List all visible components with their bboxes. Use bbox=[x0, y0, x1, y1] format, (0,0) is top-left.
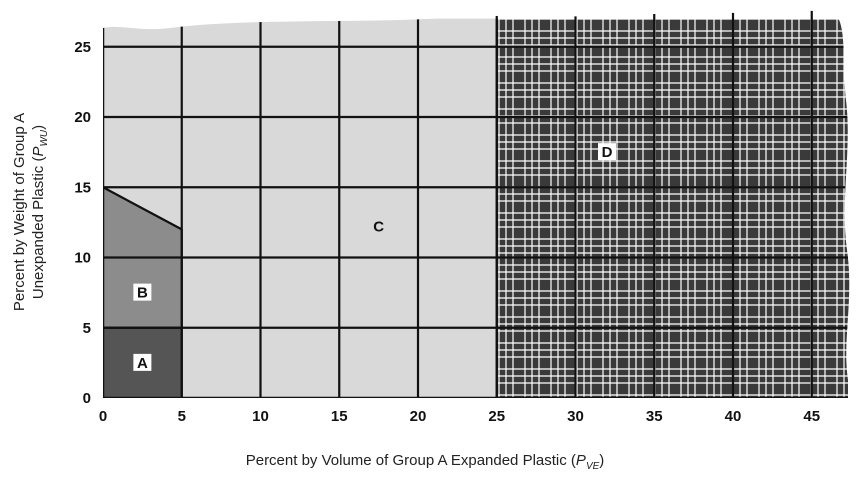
region-label-box bbox=[133, 283, 152, 301]
y-tick-label: 5 bbox=[83, 320, 91, 337]
x-tick-label: 0 bbox=[99, 408, 107, 425]
y-tick-label: 0 bbox=[83, 390, 91, 407]
region-label-box bbox=[598, 143, 616, 161]
region-label-text: B bbox=[137, 285, 148, 302]
region-d bbox=[496, 18, 850, 398]
region-label-b: B bbox=[133, 283, 152, 302]
region-label-text: C bbox=[373, 219, 384, 236]
x-axis-label: Percent by Volume of Group A Expanded Pl… bbox=[246, 452, 605, 472]
y-axis-label-line1: Percent by Weight of Group A bbox=[11, 113, 28, 311]
x-tick-label: 40 bbox=[725, 408, 742, 425]
x-tick-label: 30 bbox=[567, 408, 584, 425]
x-tick-label: 15 bbox=[331, 408, 348, 425]
region-boundaries bbox=[103, 18, 498, 398]
region-boundary-1 bbox=[103, 186, 183, 231]
y-tick-label: 20 bbox=[74, 109, 91, 126]
x-tick-label: 35 bbox=[646, 408, 663, 425]
y-axis-ticks: 0 5 10 15 20 25 bbox=[74, 39, 91, 407]
region-label-text: A bbox=[137, 355, 148, 372]
y-axis-label: Percent by Weight of Group A Unexpanded … bbox=[11, 113, 50, 311]
regions bbox=[103, 18, 850, 399]
region-label-a: A bbox=[133, 353, 152, 372]
region-c bbox=[103, 18, 497, 399]
x-tick-label: 5 bbox=[178, 408, 186, 425]
y-tick-label: 15 bbox=[74, 179, 91, 196]
y-tick-label: 25 bbox=[74, 39, 91, 56]
region-label-d: D bbox=[598, 143, 616, 161]
x-tick-label: 45 bbox=[803, 408, 820, 425]
x-tick-label: 20 bbox=[410, 408, 427, 425]
plot-area bbox=[103, 10, 850, 399]
region-label-c: C bbox=[373, 219, 384, 236]
x-axis-ticks: 0 5 10 15 20 25 30 35 40 45 bbox=[99, 408, 820, 425]
region-label-text: D bbox=[602, 144, 613, 161]
y-axis-label-line2: Unexpanded Plastic (PWU) bbox=[30, 125, 50, 299]
x-tick-label: 10 bbox=[252, 408, 269, 425]
region-label-box bbox=[133, 353, 152, 371]
region-labels: A B C D bbox=[133, 143, 616, 372]
x-tick-label: 25 bbox=[488, 408, 505, 425]
y-tick-label: 10 bbox=[74, 250, 91, 267]
